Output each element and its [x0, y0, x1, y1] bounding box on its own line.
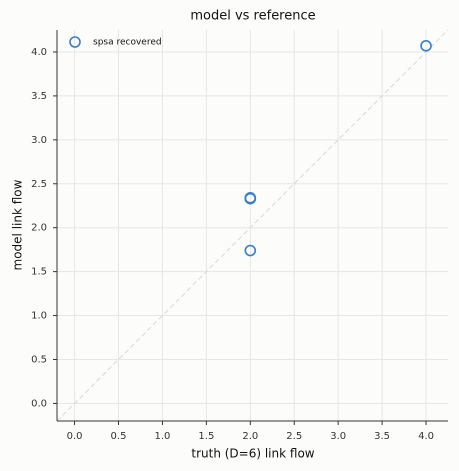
x-tick-label: 0.5: [111, 431, 127, 442]
x-tick-label: 4.0: [418, 431, 434, 442]
x-tick-label: 1.0: [154, 431, 170, 442]
chart-title: model vs reference: [190, 9, 315, 24]
x-axis-label: truth (D=6) link flow: [191, 447, 314, 461]
point: [244, 192, 257, 205]
x-tick-label: 2.5: [286, 431, 302, 442]
x-tick-label: 3.0: [330, 431, 346, 442]
y-tick-label: 1.0: [31, 311, 47, 322]
point: [420, 40, 432, 52]
y-tick-label: 0.5: [31, 354, 47, 365]
y-tick-label: 4.0: [31, 47, 47, 58]
point: [244, 244, 257, 257]
y-tick-label: 1.5: [31, 267, 47, 278]
x-tick-label: 2.0: [242, 431, 258, 442]
x-tick-label: 1.5: [198, 431, 214, 442]
y-tick-label: 2.5: [31, 179, 47, 190]
y-tick-label: 2.0: [31, 223, 47, 234]
y-tick-label: 3.0: [31, 135, 47, 146]
y-tick-label: 3.5: [31, 91, 47, 102]
y-axis-label: model link flow: [11, 179, 25, 270]
x-tick-label: 3.5: [374, 431, 390, 442]
y-tick-label: 0.0: [31, 398, 47, 409]
reference-line: [56, 29, 449, 422]
x-tick-label: 0.0: [67, 431, 83, 442]
legend-label: spsa recovered: [93, 38, 162, 48]
legend-marker: [69, 36, 81, 48]
